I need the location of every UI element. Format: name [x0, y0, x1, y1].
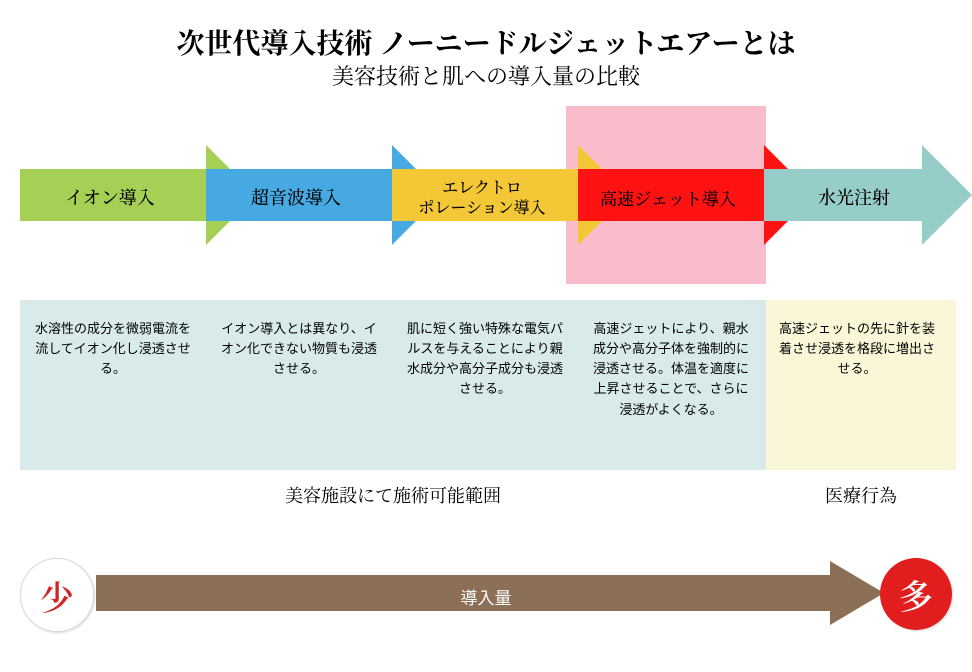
method-arrow-label: 高速ジェット導入: [578, 187, 758, 208]
diagram-title: 次世代導入技術 ノーニードルジェットエアーとは: [0, 22, 972, 62]
method-description: 肌に短く強い特殊な電気パルスを与えることにより親水成分や高分子成分も浸透させる。: [402, 318, 568, 399]
scale-min-label: 少: [40, 571, 74, 620]
range-label-medical: 医療行為: [766, 482, 956, 508]
method-description: イオン導入とは異なり、イオン化できない物質も浸透させる。: [216, 318, 382, 378]
scale-max-circle: 多: [880, 558, 952, 630]
method-description: 高速ジェットにより、親水成分や高分子体を強制的に浸透させる。体温を適度に上昇させ…: [588, 318, 754, 419]
method-arrow-label: イオン導入: [20, 186, 200, 209]
diagram-subtitle: 美容技術と肌への導入量の比較: [0, 60, 972, 91]
method-description: 高速ジェットの先に針を装着させ浸透を格段に増出させる。: [774, 318, 940, 378]
method-arrow-label: 水光注射: [764, 186, 944, 209]
method-arrow-label: エレクトロ ポレーション導入: [392, 177, 572, 217]
method-description: 水溶性の成分を微弱電流を流してイオン化し浸透させる。: [30, 318, 196, 378]
scale-max-label: 多: [899, 570, 933, 619]
range-label-beauty: 美容施設にて施術可能範囲: [20, 482, 766, 508]
scale-arrow-label: 導入量: [0, 584, 972, 609]
method-arrow-label: 超音波導入: [206, 186, 386, 209]
scale-min-circle: 少: [20, 558, 94, 632]
method-arrows-row: イオン導入超音波導入エレクトロ ポレーション導入高速ジェット導入水光注射: [0, 145, 972, 245]
